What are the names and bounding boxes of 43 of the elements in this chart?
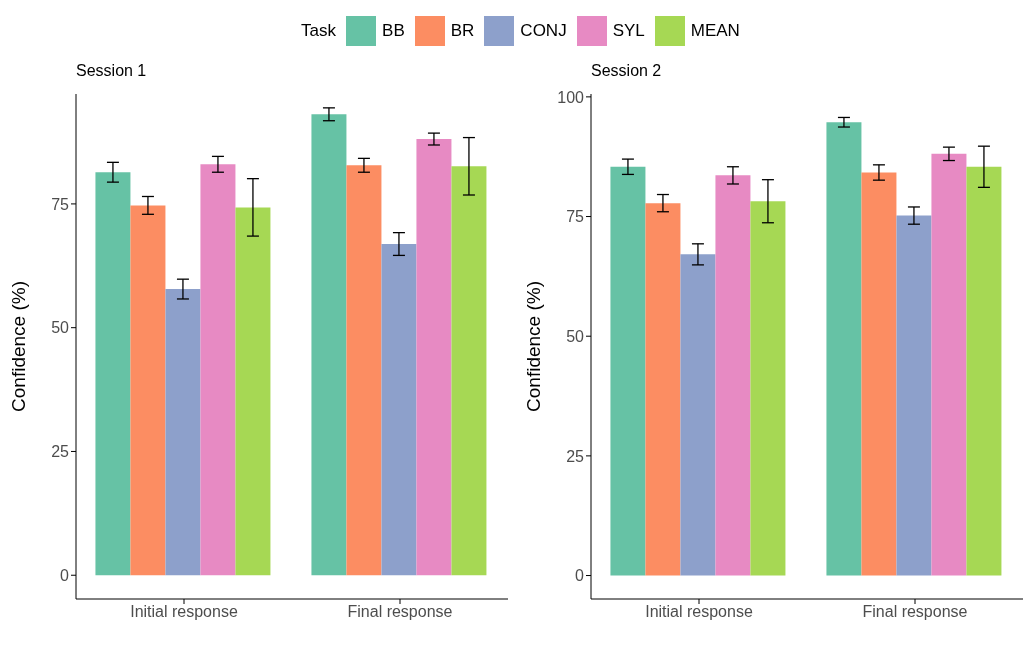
bar — [165, 289, 201, 576]
y-tick-label: 0 — [60, 566, 70, 584]
chart-title: Session 1 — [76, 62, 147, 80]
x-tick-label: Initial response — [130, 603, 238, 621]
bar — [95, 172, 131, 576]
bar — [235, 207, 271, 576]
x-tick-label: Final response — [347, 603, 453, 621]
bar — [861, 172, 897, 576]
bar — [750, 201, 786, 576]
x-tick-label: Final response — [862, 603, 968, 621]
legend-label: CONJ — [520, 21, 567, 41]
bar — [346, 165, 382, 576]
y-tick-label: 25 — [51, 443, 70, 461]
legend-label: BR — [450, 21, 475, 41]
legend-label: MEAN — [690, 21, 740, 41]
bar — [966, 166, 1002, 576]
y-tick-label: 25 — [566, 447, 585, 465]
legend-label: BB — [382, 21, 405, 41]
y-tick-label: 50 — [566, 327, 585, 345]
bar — [416, 139, 452, 576]
chart-title: Session 2 — [591, 62, 662, 80]
bar — [826, 122, 862, 576]
bar — [381, 244, 417, 576]
bar — [931, 153, 967, 576]
bar — [200, 164, 236, 576]
bar — [680, 254, 716, 576]
bar — [610, 166, 646, 576]
y-axis-title: Confidence (%) — [7, 281, 29, 412]
legend-title: Task — [301, 21, 337, 41]
bar — [130, 205, 166, 576]
bar — [451, 166, 487, 576]
bar — [896, 215, 932, 576]
y-axis-title: Confidence (%) — [522, 281, 544, 412]
y-tick-label: 75 — [51, 195, 70, 213]
y-tick-label: 75 — [566, 208, 585, 226]
y-tick-label: 0 — [575, 567, 585, 585]
bar — [645, 203, 681, 576]
bar — [715, 175, 751, 576]
bar — [311, 114, 347, 576]
y-tick-label: 100 — [557, 88, 585, 106]
x-tick-label: Initial response — [645, 603, 753, 621]
legend-label: SYL — [612, 21, 645, 41]
y-tick-label: 50 — [51, 319, 70, 337]
